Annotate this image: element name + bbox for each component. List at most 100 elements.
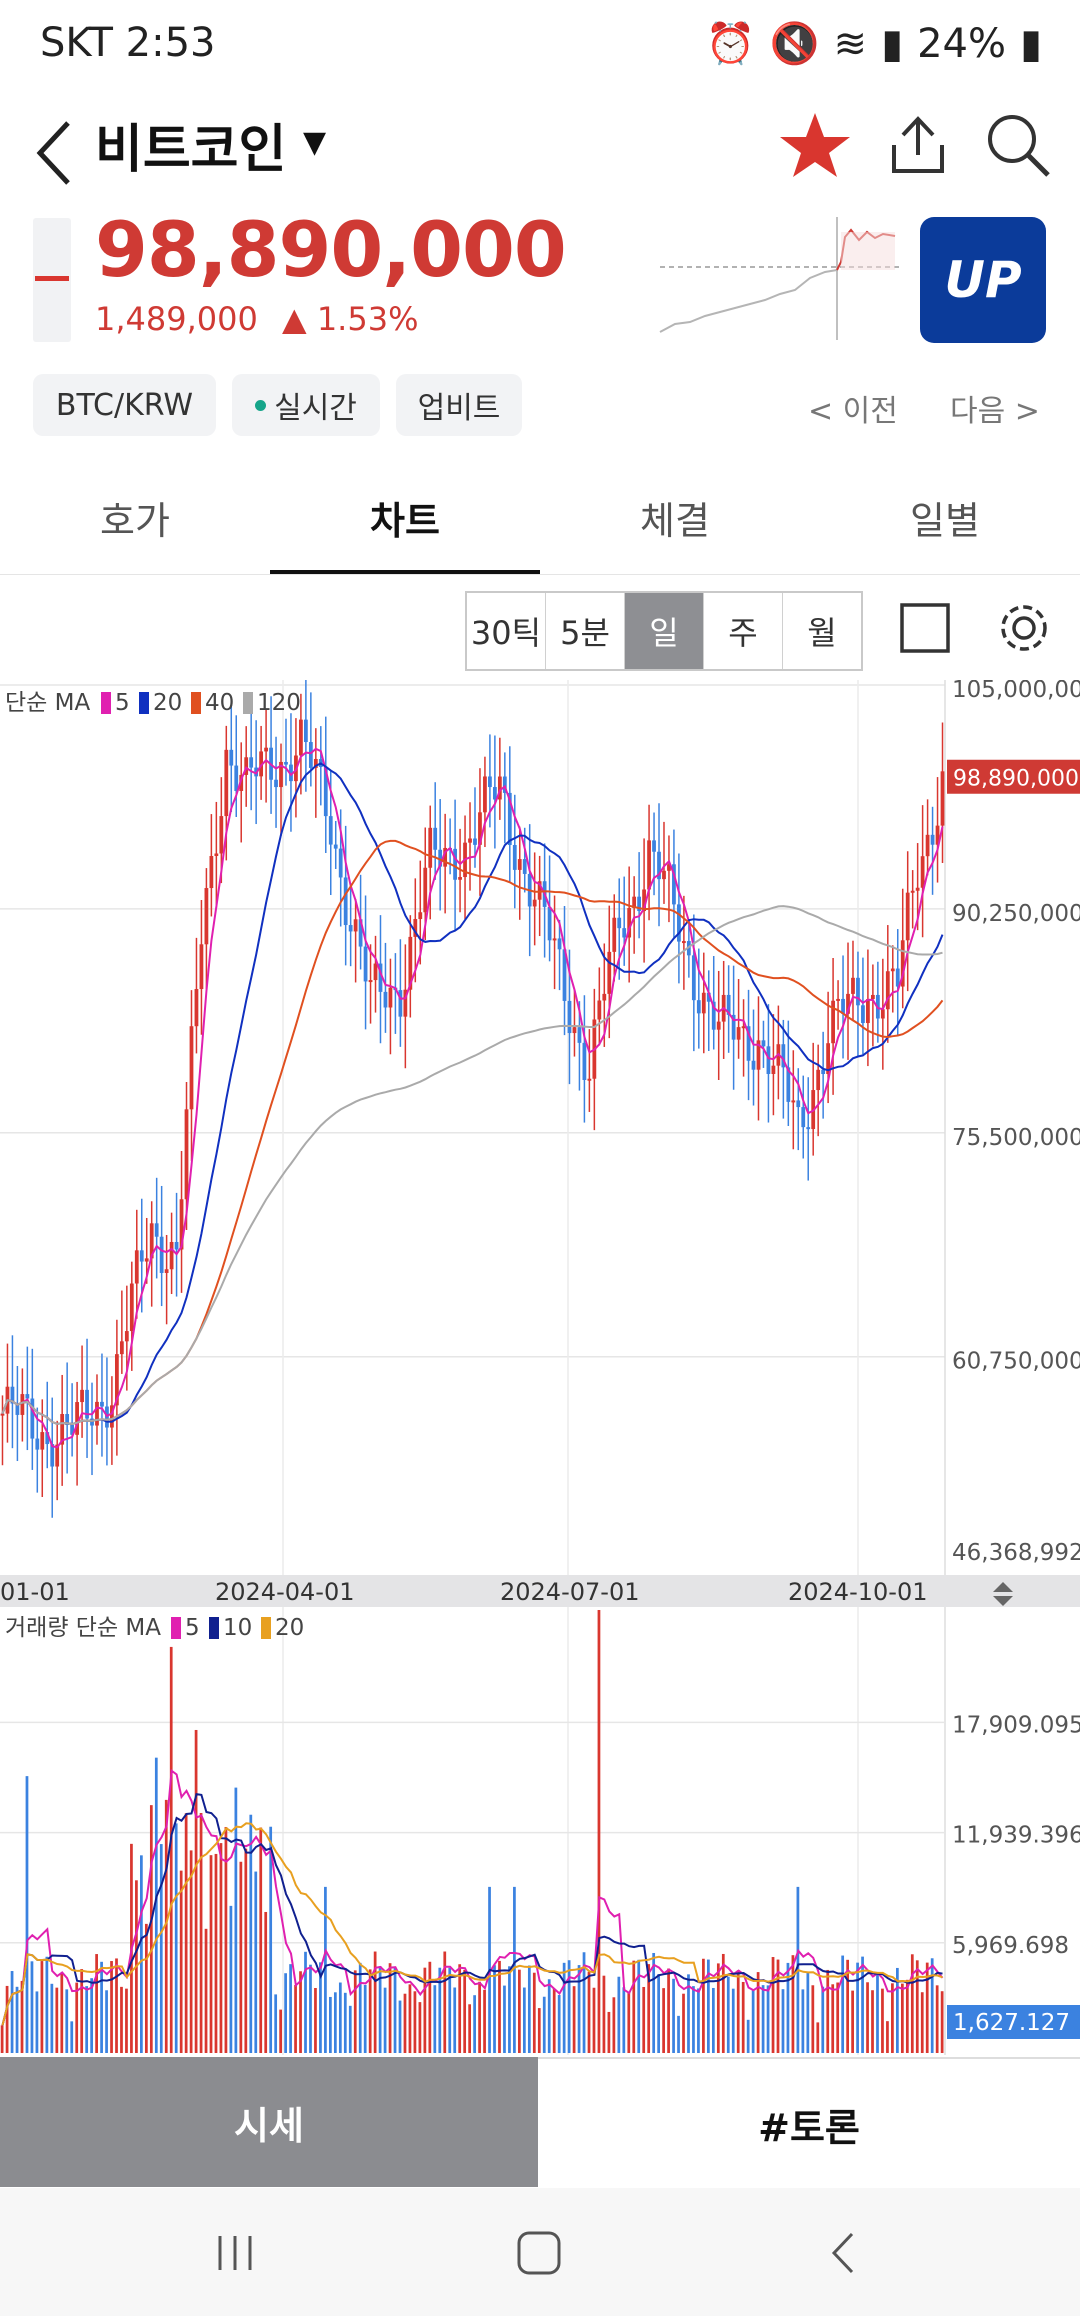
volume-bar bbox=[259, 1827, 263, 2053]
candle-body bbox=[353, 919, 358, 932]
candle-body bbox=[602, 993, 607, 1001]
volume-bar bbox=[264, 1911, 268, 2053]
volume-bar bbox=[861, 1956, 864, 2053]
volume-bar bbox=[40, 1961, 44, 2053]
volume-bar bbox=[672, 1978, 675, 2053]
period-5min[interactable]: 5분 bbox=[546, 593, 625, 669]
candle-body bbox=[642, 889, 646, 912]
candle-body bbox=[895, 968, 900, 987]
volume-bar bbox=[15, 1986, 19, 2053]
candle-body bbox=[438, 849, 443, 867]
exchange-chip[interactable]: 업비트 bbox=[396, 374, 522, 436]
candle-body bbox=[55, 1444, 60, 1467]
volume-bar bbox=[378, 1966, 382, 2053]
candle-body bbox=[786, 1067, 791, 1102]
recent-apps-icon[interactable] bbox=[210, 2228, 260, 2278]
period-day[interactable]: 일 bbox=[625, 593, 704, 669]
next-button[interactable]: 다음 > bbox=[950, 394, 1040, 429]
tab-chart[interactable]: 차트 bbox=[370, 499, 440, 543]
candle-body bbox=[80, 1389, 84, 1403]
dropdown-caret-icon[interactable]: ▼ bbox=[303, 125, 327, 160]
back-nav-icon[interactable] bbox=[820, 2228, 870, 2278]
quote-button[interactable]: 시세 bbox=[0, 2057, 538, 2187]
tab-orderbook[interactable]: 호가 bbox=[100, 499, 170, 543]
legend-series-name: 5 bbox=[115, 690, 130, 716]
price-chart[interactable]: 105,000,000 90,250,000 75,500,000 60,750,00… bbox=[0, 680, 1080, 2055]
legend-swatch bbox=[171, 1617, 181, 1639]
volume-bar bbox=[697, 1988, 700, 2053]
volume-bar bbox=[522, 1987, 526, 2053]
candle-body bbox=[607, 951, 612, 994]
candle-body bbox=[761, 1040, 766, 1047]
candle-body bbox=[905, 892, 910, 941]
volume-bar bbox=[309, 1964, 312, 2053]
volume-bar bbox=[55, 1987, 59, 2053]
volume-bars bbox=[0, 1610, 944, 2053]
candle-body bbox=[731, 1014, 736, 1040]
candle-body bbox=[915, 887, 920, 891]
search-icon[interactable] bbox=[978, 105, 1058, 185]
candle-body bbox=[249, 757, 254, 768]
active-tab-indicator bbox=[270, 570, 540, 574]
period-30tick[interactable]: 30틱 bbox=[467, 593, 546, 669]
candle-body bbox=[473, 838, 477, 845]
volume-bar bbox=[806, 1972, 810, 2053]
candle-body bbox=[299, 719, 303, 756]
candle-body bbox=[110, 1405, 114, 1428]
candle-body bbox=[532, 899, 537, 907]
volume-bar bbox=[140, 1855, 143, 2053]
candle-body bbox=[209, 856, 214, 889]
period-month[interactable]: 월 bbox=[807, 614, 837, 652]
volume-bar bbox=[80, 1969, 84, 2053]
volume-bar bbox=[438, 1967, 442, 2053]
favorite-star-icon[interactable] bbox=[775, 105, 855, 185]
current-volume-tag-label: 1,627.127 bbox=[953, 2010, 1070, 2036]
ma-line-20 bbox=[1, 762, 944, 1426]
volume-bar bbox=[159, 1844, 163, 2053]
candle-body bbox=[129, 1283, 134, 1332]
candle-body bbox=[20, 1394, 25, 1415]
candle-body bbox=[85, 1389, 89, 1419]
candle-body bbox=[617, 917, 622, 929]
tab-daily[interactable]: 일별 bbox=[910, 499, 980, 543]
price-axis-tick: 75,500,000 bbox=[952, 1125, 1080, 1151]
back-icon[interactable] bbox=[28, 113, 88, 193]
live-dot-icon bbox=[255, 399, 267, 411]
volume-bar bbox=[10, 1971, 14, 2053]
realtime-chip[interactable]: 실시간 bbox=[232, 374, 380, 436]
period-week[interactable]: 주 bbox=[704, 593, 783, 669]
volume-bar bbox=[224, 1827, 228, 2053]
volume-bar bbox=[189, 1850, 193, 2053]
tab-trades[interactable]: 체결 bbox=[640, 499, 710, 543]
volume-bar bbox=[274, 1994, 278, 2053]
candle-body bbox=[677, 904, 681, 942]
pair-chip[interactable]: BTC/KRW bbox=[33, 374, 216, 436]
candle-body bbox=[303, 719, 308, 743]
candle-body bbox=[831, 1000, 835, 1044]
candle-body bbox=[836, 998, 840, 1001]
volume-bar bbox=[741, 1981, 745, 2053]
volume-bar bbox=[677, 2015, 680, 2053]
settings-gear-icon[interactable] bbox=[992, 596, 1056, 660]
volume-bar bbox=[801, 1989, 805, 2053]
home-icon[interactable] bbox=[512, 2226, 566, 2280]
share-icon[interactable] bbox=[878, 105, 958, 185]
page-title[interactable]: 비트코인 bbox=[95, 120, 287, 180]
candle-body bbox=[313, 758, 318, 768]
volume-bar bbox=[478, 1981, 481, 2053]
candle-body bbox=[423, 867, 428, 913]
fullscreen-square-icon[interactable] bbox=[897, 600, 953, 656]
volume-bar bbox=[821, 1986, 825, 2053]
volume-bar bbox=[403, 1993, 407, 2053]
candle-body bbox=[159, 1236, 164, 1273]
discussion-button[interactable]: #토론 bbox=[538, 2057, 1080, 2189]
candle-body bbox=[517, 859, 522, 870]
legend-swatch bbox=[261, 1617, 271, 1639]
volume-bar bbox=[423, 1967, 427, 2053]
volume-bar bbox=[935, 1985, 939, 2053]
prev-button[interactable]: < 이전 bbox=[808, 394, 898, 429]
candle-body bbox=[0, 1413, 5, 1416]
candle-body bbox=[741, 1026, 746, 1029]
volume-ma-line-20 bbox=[1, 1822, 943, 2026]
price-indicator-bar bbox=[33, 218, 71, 342]
